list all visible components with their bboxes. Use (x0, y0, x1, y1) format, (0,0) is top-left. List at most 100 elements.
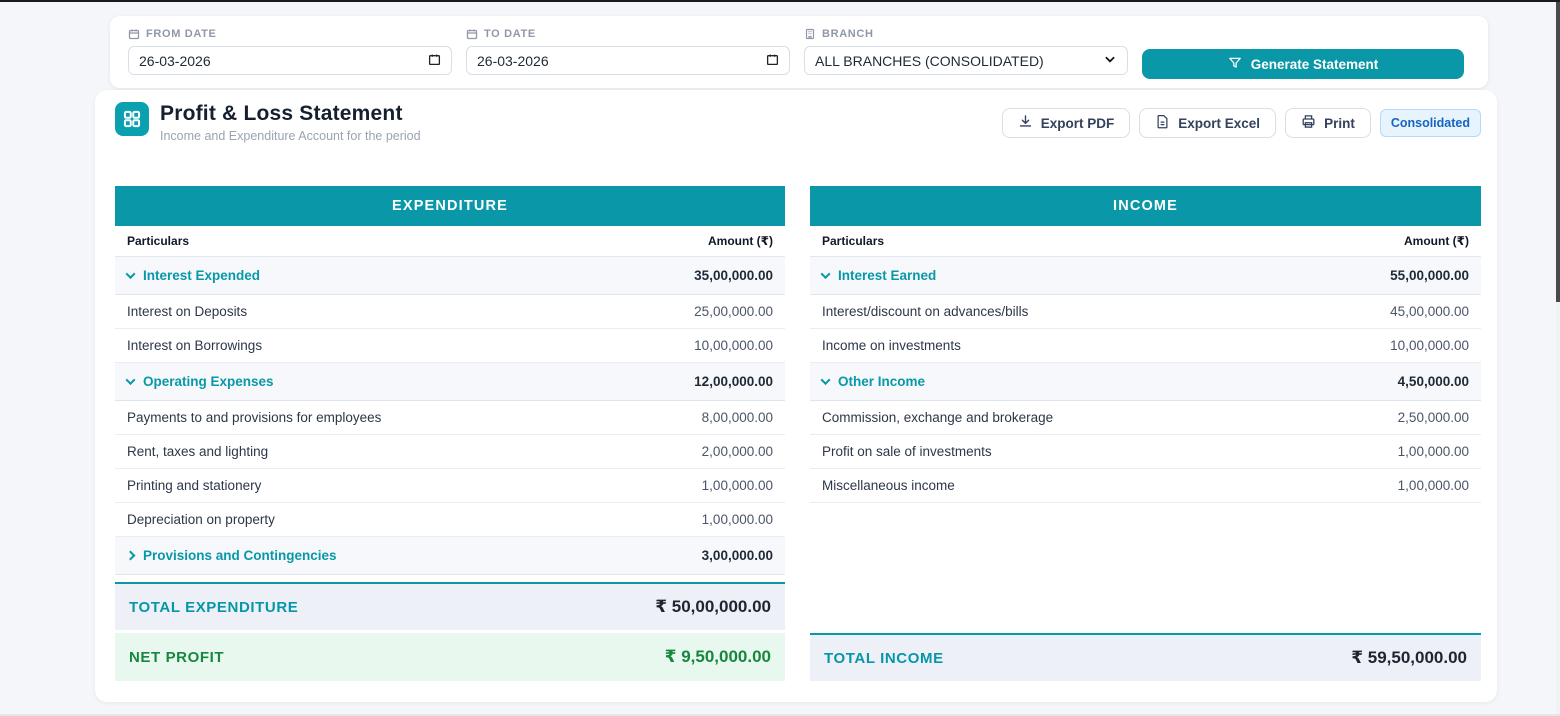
row-label: Commission, exchange and brokerage (822, 410, 1054, 425)
generate-statement-button[interactable]: Generate Statement (1142, 49, 1464, 79)
grid-dashboard-icon (115, 102, 149, 136)
print-button[interactable]: Print (1285, 108, 1371, 138)
table-row: Income on investments 10,00,000.00 (810, 329, 1481, 363)
table-row: Printing and stationery 1,00,000.00 (115, 469, 785, 503)
income-column-headers: Particulars Amount (₹) (810, 226, 1481, 257)
total-expenditure-label: TOTAL EXPENDITURE (129, 598, 299, 616)
to-date-input[interactable]: 26-03-2026 (466, 46, 790, 75)
row-amount: 35,00,000.00 (694, 268, 773, 283)
filter-funnel-icon (1228, 56, 1242, 73)
row-label: Other Income (838, 374, 926, 389)
particulars-column-header: Particulars (127, 234, 190, 248)
expenditure-column-headers: Particulars Amount (₹) (115, 226, 785, 257)
row-amount: 1,00,000.00 (701, 512, 773, 527)
from-date-input[interactable]: 26-03-2026 (128, 46, 452, 75)
row-label: Profit on sale of investments (822, 444, 992, 459)
row-label: Printing and stationery (127, 478, 262, 493)
total-expenditure-row: TOTAL EXPENDITURE ₹ 50,00,000.00 (115, 582, 785, 630)
row-amount: 10,00,000.00 (694, 338, 773, 353)
row-label: Interest on Deposits (127, 304, 248, 319)
branch-label: BRANCH (804, 28, 1128, 40)
row-label: Interest Earned (838, 268, 937, 283)
page-subtitle: Income and Expenditure Account for the p… (160, 129, 421, 143)
expenditure-totals: TOTAL EXPENDITURE ₹ 50,00,000.00 NET PRO… (115, 582, 785, 681)
group-row[interactable]: Other Income 4,50,000.00 (810, 363, 1481, 401)
group-row[interactable]: Interest Earned 55,00,000.00 (810, 257, 1481, 295)
printer-icon (1301, 114, 1316, 132)
row-amount: 10,00,000.00 (1390, 338, 1469, 353)
from-date-field: FROM DATE 26-03-2026 (128, 28, 452, 75)
table-row: Profit on sale of investments 1,00,000.0… (810, 435, 1481, 469)
calendar-icon (128, 28, 140, 40)
group-row[interactable]: Interest Expended 35,00,000.00 (115, 257, 785, 295)
row-amount: 1,00,000.00 (1397, 478, 1469, 493)
amount-column-header: Amount (₹) (1404, 234, 1469, 248)
branch-field: BRANCH ALL BRANCHES (CONSOLIDATED) (804, 28, 1128, 75)
row-amount: 2,50,000.00 (1397, 410, 1469, 425)
table-row: Interest on Deposits 25,00,000.00 (115, 295, 785, 329)
income-table-spacer (810, 503, 1481, 633)
statement-card: Profit & Loss Statement Income and Expen… (95, 90, 1497, 702)
building-icon (804, 28, 816, 40)
row-amount: 1,00,000.00 (1397, 444, 1469, 459)
page-title: Profit & Loss Statement (160, 102, 403, 125)
row-label: Provisions and Contingencies (143, 548, 337, 563)
table-row: Interest/discount on advances/bills 45,0… (810, 295, 1481, 329)
income-table-title: INCOME (810, 186, 1481, 226)
from-date-label: FROM DATE (128, 28, 452, 40)
row-label: Income on investments (822, 338, 961, 353)
row-label: Payments to and provisions for employees (127, 410, 382, 425)
total-income-row: TOTAL INCOME ₹ 59,50,000.00 (810, 633, 1481, 681)
scrollbar[interactable] (1556, 2, 1560, 714)
amount-column-header: Amount (₹) (708, 234, 773, 248)
consolidated-badge: Consolidated (1379, 109, 1481, 137)
chevron-down-icon (1103, 52, 1117, 69)
branch-select[interactable]: ALL BRANCHES (CONSOLIDATED) (804, 46, 1128, 75)
income-table: INCOME Particulars Amount (₹) Interest E… (810, 186, 1481, 681)
row-label: Interest on Borrowings (127, 338, 263, 353)
table-row: Depreciation on property 1,00,000.00 (115, 503, 785, 537)
file-spreadsheet-icon (1155, 114, 1170, 132)
expenditure-table: EXPENDITURE Particulars Amount (₹) Inter… (115, 186, 785, 681)
to-date-label: TO DATE (466, 28, 790, 40)
particulars-column-header: Particulars (822, 234, 885, 248)
row-label: Operating Expenses (143, 374, 274, 389)
row-label: Depreciation on property (127, 512, 275, 527)
table-row: Rent, taxes and lighting 2,00,000.00 (115, 435, 785, 469)
row-amount: 25,00,000.00 (694, 304, 773, 319)
row-amount: 3,00,000.00 (701, 548, 773, 563)
row-amount: 45,00,000.00 (1390, 304, 1469, 319)
page-header: Profit & Loss Statement Income and Expen… (115, 102, 1481, 143)
row-amount: 4,50,000.00 (1397, 374, 1469, 389)
date-picker-icon[interactable] (766, 53, 779, 69)
filter-bar: FROM DATE 26-03-2026 TO DATE 26-03-2026 (110, 16, 1488, 88)
total-income-amount: ₹ 59,50,000.00 (1351, 648, 1467, 667)
chevron-down-icon (820, 375, 831, 386)
row-amount: 8,00,000.00 (701, 410, 773, 425)
net-profit-row: NET PROFIT ₹ 9,50,000.00 (115, 633, 785, 681)
group-row[interactable]: Provisions and Contingencies 3,00,000.00 (115, 537, 785, 575)
date-picker-icon[interactable] (428, 53, 441, 69)
row-label: Interest/discount on advances/bills (822, 304, 1029, 319)
table-row: Payments to and provisions for employees… (115, 401, 785, 435)
scrollbar-thumb[interactable] (1556, 2, 1560, 302)
download-icon (1018, 114, 1033, 132)
export-pdf-button[interactable]: Export PDF (1001, 108, 1131, 138)
row-label: Interest Expended (143, 268, 261, 283)
row-amount: 2,00,000.00 (701, 444, 773, 459)
row-amount: 12,00,000.00 (694, 374, 773, 389)
total-expenditure-amount: ₹ 50,00,000.00 (655, 597, 771, 616)
chevron-down-icon (125, 375, 136, 386)
net-profit-label: NET PROFIT (129, 648, 225, 666)
table-row: Interest on Borrowings 10,00,000.00 (115, 329, 785, 363)
chevron-right-icon (125, 550, 136, 561)
row-label: Rent, taxes and lighting (127, 444, 269, 459)
chevron-down-icon (820, 269, 831, 280)
to-date-field: TO DATE 26-03-2026 (466, 28, 790, 75)
export-excel-button[interactable]: Export Excel (1139, 108, 1277, 138)
total-income-label: TOTAL INCOME (824, 649, 944, 667)
table-row: Miscellaneous income 1,00,000.00 (810, 469, 1481, 503)
row-amount: 1,00,000.00 (701, 478, 773, 493)
group-row[interactable]: Operating Expenses 12,00,000.00 (115, 363, 785, 401)
row-label: Miscellaneous income (822, 478, 955, 493)
